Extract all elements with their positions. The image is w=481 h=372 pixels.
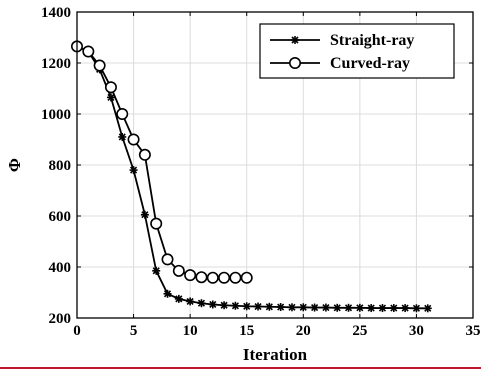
data-point-circle bbox=[172, 264, 185, 277]
data-point-circle bbox=[104, 81, 117, 94]
x-tick-label: 30 bbox=[409, 323, 424, 339]
data-point-asterisk bbox=[208, 300, 217, 309]
data-point-asterisk bbox=[389, 304, 398, 313]
y-tick-label: 1200 bbox=[41, 56, 71, 72]
data-point-circle bbox=[184, 269, 197, 282]
data-point-circle bbox=[127, 133, 140, 146]
data-point-asterisk bbox=[412, 304, 421, 313]
x-tick-label: 25 bbox=[352, 323, 367, 339]
data-point-circle bbox=[240, 271, 253, 284]
data-point-asterisk bbox=[355, 303, 364, 312]
y-tick-label: 800 bbox=[49, 158, 72, 174]
data-point-asterisk bbox=[287, 303, 296, 312]
data-point-asterisk bbox=[344, 303, 353, 312]
y-tick-label: 200 bbox=[49, 311, 72, 327]
data-point-asterisk bbox=[265, 302, 274, 311]
legend-item: Curved-ray bbox=[270, 55, 410, 72]
data-point-circle bbox=[229, 271, 242, 284]
x-axis-title: Iteration bbox=[243, 345, 308, 364]
data-point-circle bbox=[288, 56, 301, 69]
data-point-circle bbox=[150, 217, 163, 230]
data-point-asterisk bbox=[231, 301, 240, 310]
legend-item: Straight-ray bbox=[270, 32, 414, 49]
data-point-asterisk bbox=[423, 304, 432, 313]
data-point-circle bbox=[93, 59, 106, 72]
series-line bbox=[76, 45, 247, 279]
data-point-asterisk bbox=[186, 297, 195, 306]
data-point-asterisk bbox=[163, 289, 172, 298]
y-tick-label: 400 bbox=[49, 260, 72, 276]
series-line bbox=[76, 45, 428, 310]
data-point-asterisk bbox=[118, 132, 127, 141]
legend-label: Curved-ray bbox=[330, 55, 410, 72]
data-point-asterisk bbox=[276, 303, 285, 312]
legend-label: Straight-ray bbox=[330, 32, 414, 49]
data-point-asterisk bbox=[254, 302, 263, 311]
data-point-circle bbox=[206, 271, 219, 284]
y-tick-label: 600 bbox=[49, 209, 72, 225]
data-point-asterisk bbox=[174, 294, 183, 303]
x-tick-label: 5 bbox=[130, 323, 138, 339]
y-axis: 200 400 600 800 1000 1200 1400 bbox=[41, 5, 473, 327]
series-straight-ray bbox=[73, 42, 432, 313]
x-tick-label: 35 bbox=[466, 323, 481, 339]
data-point-asterisk bbox=[401, 304, 410, 313]
series-curved-ray bbox=[71, 40, 253, 284]
data-point-asterisk bbox=[333, 303, 342, 312]
data-point-asterisk bbox=[197, 299, 206, 308]
x-tick-label: 15 bbox=[239, 323, 254, 339]
x-axis: 0 5 10 15 20 25 30 35 bbox=[73, 12, 481, 339]
data-point-circle bbox=[116, 108, 129, 121]
data-point-asterisk bbox=[106, 93, 115, 102]
x-tick-label: 10 bbox=[183, 323, 198, 339]
data-point-asterisk bbox=[242, 302, 251, 311]
data-point-asterisk bbox=[299, 303, 308, 312]
data-point-asterisk bbox=[378, 304, 387, 313]
data-point-asterisk bbox=[321, 303, 330, 312]
data-point-circle bbox=[195, 271, 208, 284]
data-point-circle bbox=[218, 271, 231, 284]
y-axis-title: Φ bbox=[5, 158, 24, 172]
legend-box bbox=[259, 23, 455, 79]
x-tick-label: 0 bbox=[73, 323, 81, 339]
series-layer bbox=[71, 40, 432, 313]
x-tick-label: 20 bbox=[296, 323, 311, 339]
data-point-asterisk bbox=[140, 210, 149, 219]
data-point-circle bbox=[138, 148, 151, 161]
data-point-circle bbox=[161, 253, 174, 266]
y-tick-label: 1000 bbox=[41, 107, 71, 123]
data-point-asterisk bbox=[220, 301, 229, 310]
data-point-circle bbox=[82, 45, 95, 58]
y-tick-label: 1400 bbox=[41, 5, 71, 21]
data-point-asterisk bbox=[310, 303, 319, 312]
data-point-asterisk bbox=[291, 36, 299, 44]
data-point-asterisk bbox=[129, 166, 138, 175]
legend: Straight-ray Curved-ray bbox=[259, 23, 455, 79]
data-point-asterisk bbox=[152, 266, 161, 275]
data-point-asterisk bbox=[367, 304, 376, 313]
